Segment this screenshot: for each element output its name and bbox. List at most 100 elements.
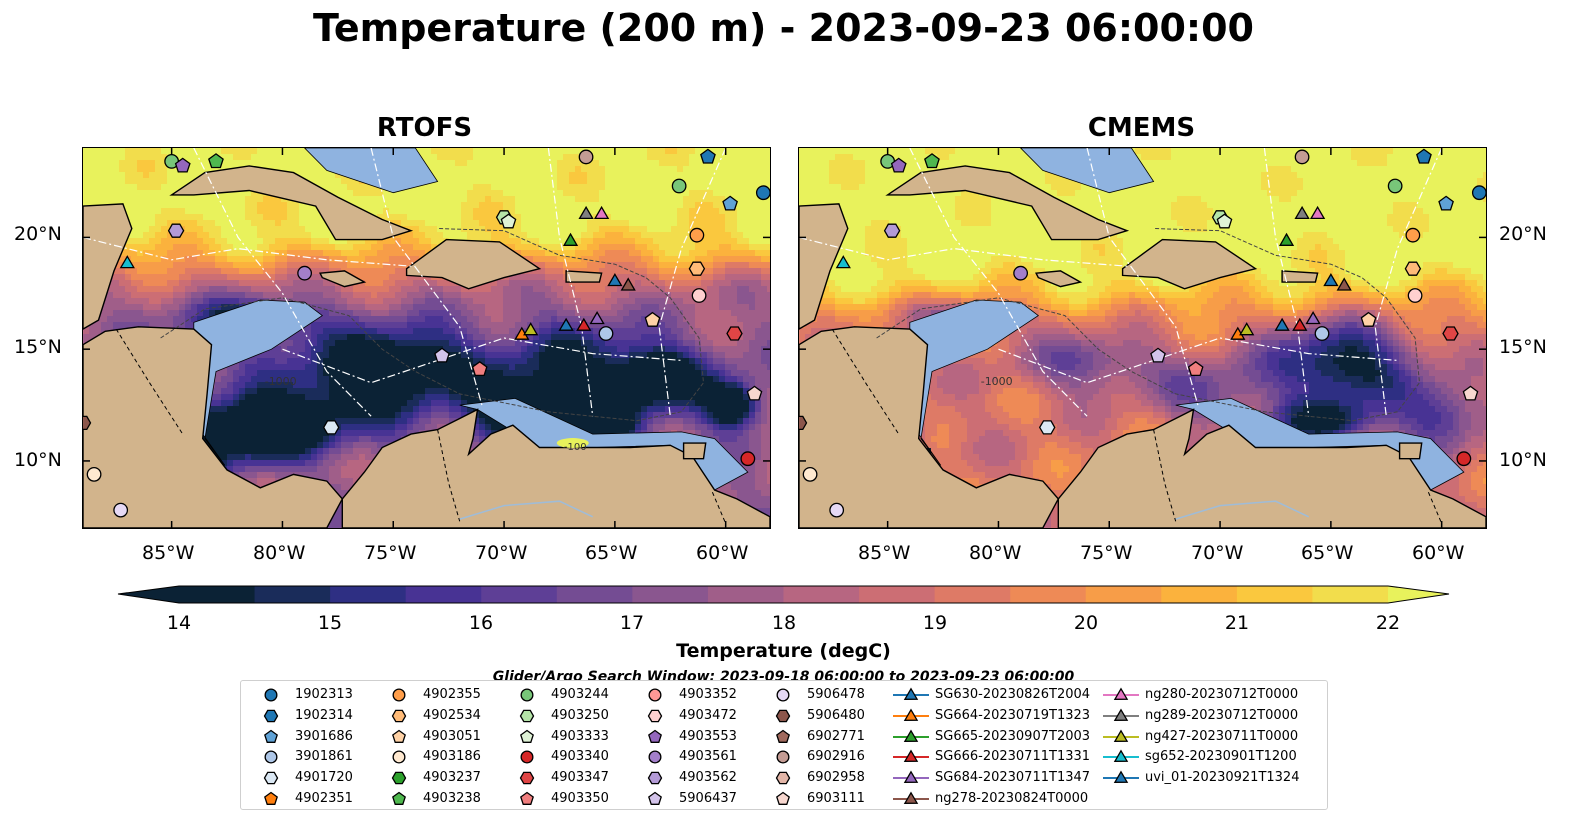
- observation-marker: [607, 273, 623, 287]
- legend-marker-shape: [264, 791, 278, 805]
- colorbar-segment: [859, 586, 936, 603]
- legend-marker-shape: [648, 750, 662, 764]
- legend-marker: [776, 729, 790, 743]
- eez-boundary: [83, 236, 416, 268]
- observation-marker: [755, 185, 770, 201]
- depth-contour-1000: [160, 228, 705, 422]
- legend-item-label: 4903250: [551, 707, 609, 723]
- legend-item-label: 6902916: [807, 749, 865, 765]
- legend-item-label: 4903562: [679, 770, 737, 786]
- legend-marker: [893, 687, 929, 700]
- observation-marker: [1387, 178, 1403, 194]
- colorbar-tick-17: 17: [619, 612, 645, 634]
- observation-marker: [1456, 451, 1472, 467]
- legend-marker-shape: [519, 771, 535, 785]
- land-central-america: [83, 326, 344, 528]
- land-trinidad: [682, 442, 707, 460]
- colorbar-extend-max: [1388, 586, 1449, 603]
- observation-marker: [726, 326, 743, 341]
- observation-marker: [471, 360, 488, 377]
- legend-marker-shape: [903, 729, 919, 742]
- observation-marker: [576, 317, 592, 331]
- land-trinidad: [1398, 442, 1423, 460]
- colorbar-tick-18: 18: [771, 612, 797, 634]
- colorbar-extend-min: [118, 586, 179, 603]
- lat-tick-left-20: 20°N: [14, 223, 62, 245]
- legend-marker-shape: [648, 688, 662, 702]
- legend-item-label: 4903186: [423, 749, 481, 765]
- legend-marker: [893, 708, 929, 721]
- shelf-bahamas: [304, 148, 439, 194]
- land-yucatan: [83, 203, 133, 330]
- legend-marker-shape: [647, 771, 663, 785]
- land-south-america: [341, 408, 770, 528]
- legend-marker: [520, 750, 534, 764]
- observation-marker: [208, 153, 224, 169]
- map-rtofs: -1000 -100: [83, 148, 770, 528]
- observation-marker: [1216, 213, 1233, 229]
- colorbar-tick-16: 16: [468, 612, 494, 634]
- lon-tick-rtofs-80: 80°W: [253, 542, 306, 564]
- observation-marker: [562, 232, 579, 246]
- observation-marker: [434, 347, 450, 363]
- legend-item-label: 1902313: [295, 687, 353, 702]
- legend-item-label: SG664-20230719T1323: [935, 707, 1091, 723]
- legend-item-label: 5906437: [679, 791, 737, 806]
- legend-item-label: 5906478: [807, 687, 865, 702]
- legend-item-label: 4903244: [551, 687, 609, 702]
- legend-marker-shape: [903, 687, 919, 700]
- legend-marker: [519, 771, 535, 785]
- legend-item-label: 4901720: [295, 770, 353, 786]
- eez-boundary: [193, 148, 372, 417]
- eez-boundary: [909, 148, 1088, 417]
- legend-item-label: 4903472: [679, 707, 737, 723]
- legend-marker-shape: [903, 708, 919, 721]
- legend-item-label: 3901861: [295, 749, 353, 765]
- country-border: [831, 328, 900, 435]
- colorbar-segment: [1010, 586, 1087, 603]
- colorbar-segment: [1312, 586, 1389, 603]
- observation-marker: [174, 157, 191, 173]
- observation-marker: [297, 265, 313, 281]
- legend-marker: [520, 688, 534, 702]
- observation-marker: [558, 317, 574, 331]
- legend-marker-shape: [648, 729, 662, 743]
- legend-marker-shape: [264, 750, 278, 764]
- observation-marker: [746, 385, 763, 401]
- legend-marker: [1103, 749, 1139, 763]
- observation-marker: [802, 466, 818, 482]
- colorbar-segment: [1236, 586, 1314, 603]
- observation-marker: [620, 277, 636, 291]
- map-panel-cmems[interactable]: -1000: [798, 147, 1487, 529]
- land-puerto-rico: [565, 270, 603, 283]
- land-yucatan: [799, 203, 849, 330]
- observation-marker: [1471, 185, 1486, 201]
- legend-marker: [263, 771, 279, 785]
- legend-item-label: 4903350: [551, 791, 609, 806]
- observation-marker: [500, 213, 517, 229]
- legend-marker: [893, 791, 929, 804]
- land-south-america: [1057, 408, 1486, 528]
- lon-tick-rtofs-70: 70°W: [475, 542, 528, 564]
- eez-boundary: [547, 148, 594, 417]
- colorbar-segment: [1161, 586, 1238, 603]
- legend-marker: [1103, 708, 1139, 721]
- observation-marker: [691, 288, 707, 303]
- contour-label-1000: -1000: [265, 375, 297, 388]
- colorbar-tick-15: 15: [317, 612, 343, 634]
- map-panel-rtofs[interactable]: -1000 -100: [82, 147, 771, 529]
- panel-title-cmems: CMEMS: [1087, 113, 1196, 143]
- colorbar-segment: [1085, 586, 1162, 603]
- legend-marker: [264, 729, 278, 743]
- legend-item-label: SG666-20230711T1331: [935, 749, 1091, 765]
- legend-marker-shape: [775, 771, 791, 785]
- legend-marker-shape: [1113, 749, 1129, 763]
- observation-marker: [578, 149, 594, 165]
- observation-marker: [1187, 360, 1204, 377]
- colorbar-segment: [179, 586, 256, 603]
- legend-marker-shape: [392, 729, 406, 743]
- observation-marker: [83, 415, 92, 431]
- figure-title: Temperature (200 m) - 2023-09-23 06:00:0…: [312, 6, 1254, 50]
- legend-item-label: 4903051: [423, 728, 481, 744]
- legend-item-label: 6902771: [807, 728, 865, 744]
